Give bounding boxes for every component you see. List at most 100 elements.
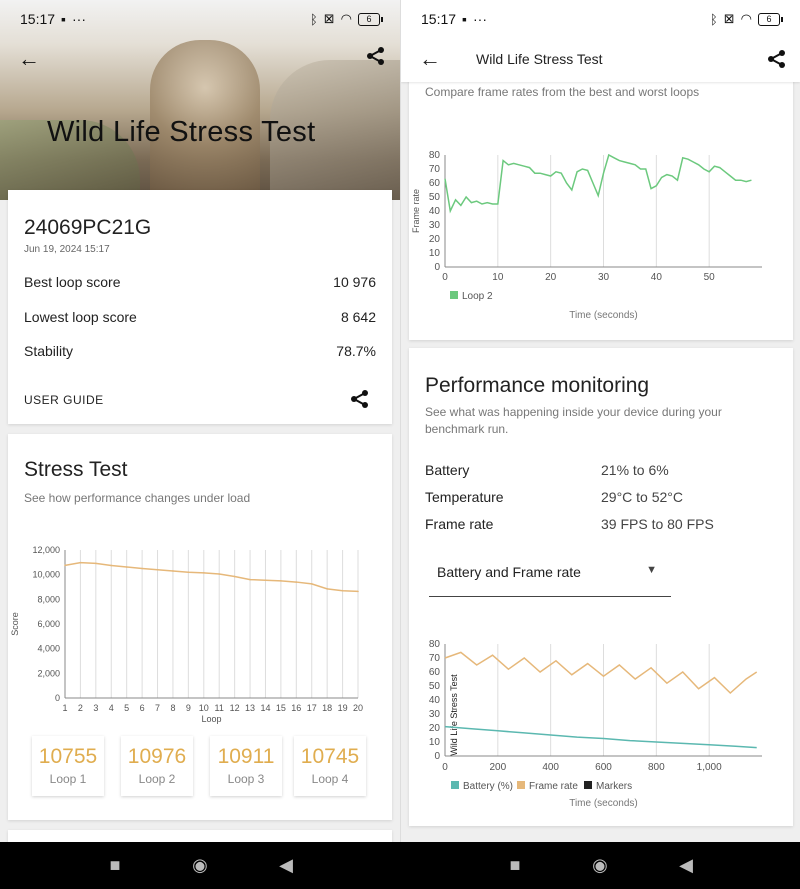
row-value: 8 642 bbox=[340, 309, 376, 325]
header-title: Wild Life Stress Test bbox=[476, 51, 603, 67]
back-arrow-icon[interactable]: ← bbox=[18, 46, 40, 71]
y-tick-label: 80 bbox=[429, 150, 441, 161]
y-tick-label: 70 bbox=[429, 164, 441, 175]
score-point bbox=[64, 564, 66, 567]
score-point bbox=[249, 578, 251, 581]
y-tick-label: 20 bbox=[429, 234, 441, 245]
hero-banner bbox=[0, 0, 400, 200]
frame-rate-compare-card: Compare frame rates from the best and wo… bbox=[409, 70, 793, 340]
frame-rate-line bbox=[444, 651, 758, 695]
hero-art-bush bbox=[0, 120, 140, 200]
loop-score-value: 10745 bbox=[300, 745, 360, 768]
stress-test-card: Stress Test See how performance changes … bbox=[8, 434, 392, 820]
app-header: ← Wild Life Stress Test bbox=[401, 38, 800, 82]
y-tick-label: 10,000 bbox=[32, 570, 60, 580]
right-screen: 15:17 ▪ ··· ᛒ ⊠ ◠ 6 ← Wild Life Stress T… bbox=[400, 0, 800, 842]
loop2-line bbox=[444, 153, 752, 214]
legend-swatch bbox=[517, 781, 525, 789]
score-point bbox=[187, 571, 190, 573]
x-tick-label: 8 bbox=[170, 703, 175, 713]
status-time: 15:17 bbox=[20, 11, 56, 27]
score-point bbox=[357, 590, 359, 593]
perf-value-frame-rate: 39 FPS to 80 FPS bbox=[601, 516, 714, 532]
score-point bbox=[310, 583, 313, 585]
score-point bbox=[79, 561, 82, 564]
loop-score-box: 10745 Loop 4 bbox=[294, 736, 366, 796]
x-tick-label: 7 bbox=[155, 703, 160, 713]
y-tick-label: 0 bbox=[434, 751, 440, 762]
x-tick-label: 16 bbox=[291, 703, 301, 713]
row-value: 10 976 bbox=[333, 274, 376, 290]
row-value: 78.7% bbox=[336, 343, 376, 359]
loop-score-label: Loop 2 bbox=[138, 772, 176, 786]
home-button[interactable]: ◉ bbox=[192, 855, 208, 875]
stress-test-title: Stress Test bbox=[24, 458, 128, 481]
back-arrow-icon[interactable]: ← bbox=[419, 46, 441, 71]
y-tick-label: 4,000 bbox=[37, 644, 60, 654]
score-point bbox=[110, 564, 113, 567]
x-tick-label: 0 bbox=[442, 762, 448, 773]
x-tick-label: 200 bbox=[489, 762, 506, 773]
score-point bbox=[341, 589, 344, 592]
x-tick-label: 9 bbox=[186, 703, 191, 713]
loop-score-label: Loop 1 bbox=[49, 772, 87, 786]
sim-icon: ⊠ bbox=[323, 11, 335, 26]
row-label: Best loop score bbox=[24, 274, 121, 290]
x-tick-label: 20 bbox=[353, 703, 363, 713]
share-icon[interactable] bbox=[366, 46, 386, 72]
next-card bbox=[8, 830, 392, 842]
dropdown-selected: Battery and Frame rate bbox=[437, 564, 581, 580]
score-point bbox=[156, 568, 159, 571]
share-icon[interactable] bbox=[767, 49, 787, 74]
performance-monitoring-card: Performance monitoring See what was happ… bbox=[409, 348, 793, 826]
x-tick-label: 6 bbox=[140, 703, 145, 713]
x-tick-label: 2 bbox=[78, 703, 83, 713]
user-guide-link[interactable]: USER GUIDE bbox=[24, 393, 104, 407]
y-tick-label: 0 bbox=[434, 262, 440, 273]
hero-art-figure bbox=[150, 40, 260, 200]
loop-score-value: 10911 bbox=[217, 745, 275, 768]
loop-score-box: 10911 Loop 3 bbox=[210, 736, 282, 796]
x-tick-label: 800 bbox=[648, 762, 665, 773]
battery-line bbox=[444, 725, 757, 749]
home-button[interactable]: ◉ bbox=[592, 855, 608, 875]
score-point bbox=[295, 581, 298, 583]
x-tick-label: 10 bbox=[492, 272, 504, 283]
share-icon[interactable] bbox=[350, 389, 370, 415]
recents-button[interactable]: ■ bbox=[509, 855, 521, 875]
back-button[interactable]: ◀ bbox=[679, 855, 693, 875]
performance-title: Performance monitoring bbox=[425, 374, 650, 397]
y-tick-label: 12,000 bbox=[32, 545, 60, 555]
y-tick-label: 6,000 bbox=[37, 619, 60, 629]
x-axis-label: Time (seconds) bbox=[569, 798, 638, 809]
legend-label: Frame rate bbox=[529, 781, 578, 792]
wifi-icon: ◠ bbox=[340, 11, 352, 26]
loop-score-box: 10755 Loop 1 bbox=[32, 736, 104, 796]
y-tick-label: 60 bbox=[429, 667, 441, 678]
row-label: Lowest loop score bbox=[24, 309, 137, 325]
loop-score-label: Loop 3 bbox=[227, 772, 265, 786]
x-axis-label: Time (seconds) bbox=[569, 310, 638, 321]
bluetooth-icon: ᛒ bbox=[709, 11, 718, 27]
notification-icon: ▪ bbox=[61, 11, 67, 27]
compare-subtitle: Compare frame rates from the best and wo… bbox=[425, 85, 700, 99]
y-axis-label: Wild Life Stress Test bbox=[449, 674, 459, 756]
score-point bbox=[264, 579, 267, 582]
y-axis-label: Score bbox=[10, 612, 20, 636]
device-name: 24069PC21G bbox=[24, 216, 152, 239]
y-tick-label: 40 bbox=[429, 206, 441, 217]
result-summary-card: 24069PC21G Jun 19, 2024 15:17 Best loop … bbox=[8, 190, 392, 424]
recents-button[interactable]: ■ bbox=[109, 855, 121, 875]
y-tick-label: 2,000 bbox=[37, 668, 60, 678]
performance-chart: 0 200 400 600 800 1,000 0 10 20 30 40 50 60 70 80 Wild … bbox=[429, 639, 762, 809]
more-notifications-icon: ··· bbox=[72, 11, 87, 27]
back-button[interactable]: ◀ bbox=[279, 855, 293, 875]
y-tick-label: 80 bbox=[429, 639, 441, 650]
sim-icon: ⊠ bbox=[723, 11, 735, 26]
stress-test-chart: 1 2 3 4 5 6 7 8 9 10 11 12 13 14 15 16 17 18 19 2002,0004,0… bbox=[10, 545, 363, 724]
y-tick-label: 70 bbox=[429, 653, 441, 664]
chart-selector-dropdown[interactable]: Battery and Frame rate ▼ bbox=[429, 560, 671, 597]
status-bar: 15:17 ▪ ··· ᛒ ⊠ ◠ 6 bbox=[401, 0, 800, 38]
row-label: Stability bbox=[24, 343, 74, 359]
x-tick-label: 20 bbox=[545, 272, 557, 283]
